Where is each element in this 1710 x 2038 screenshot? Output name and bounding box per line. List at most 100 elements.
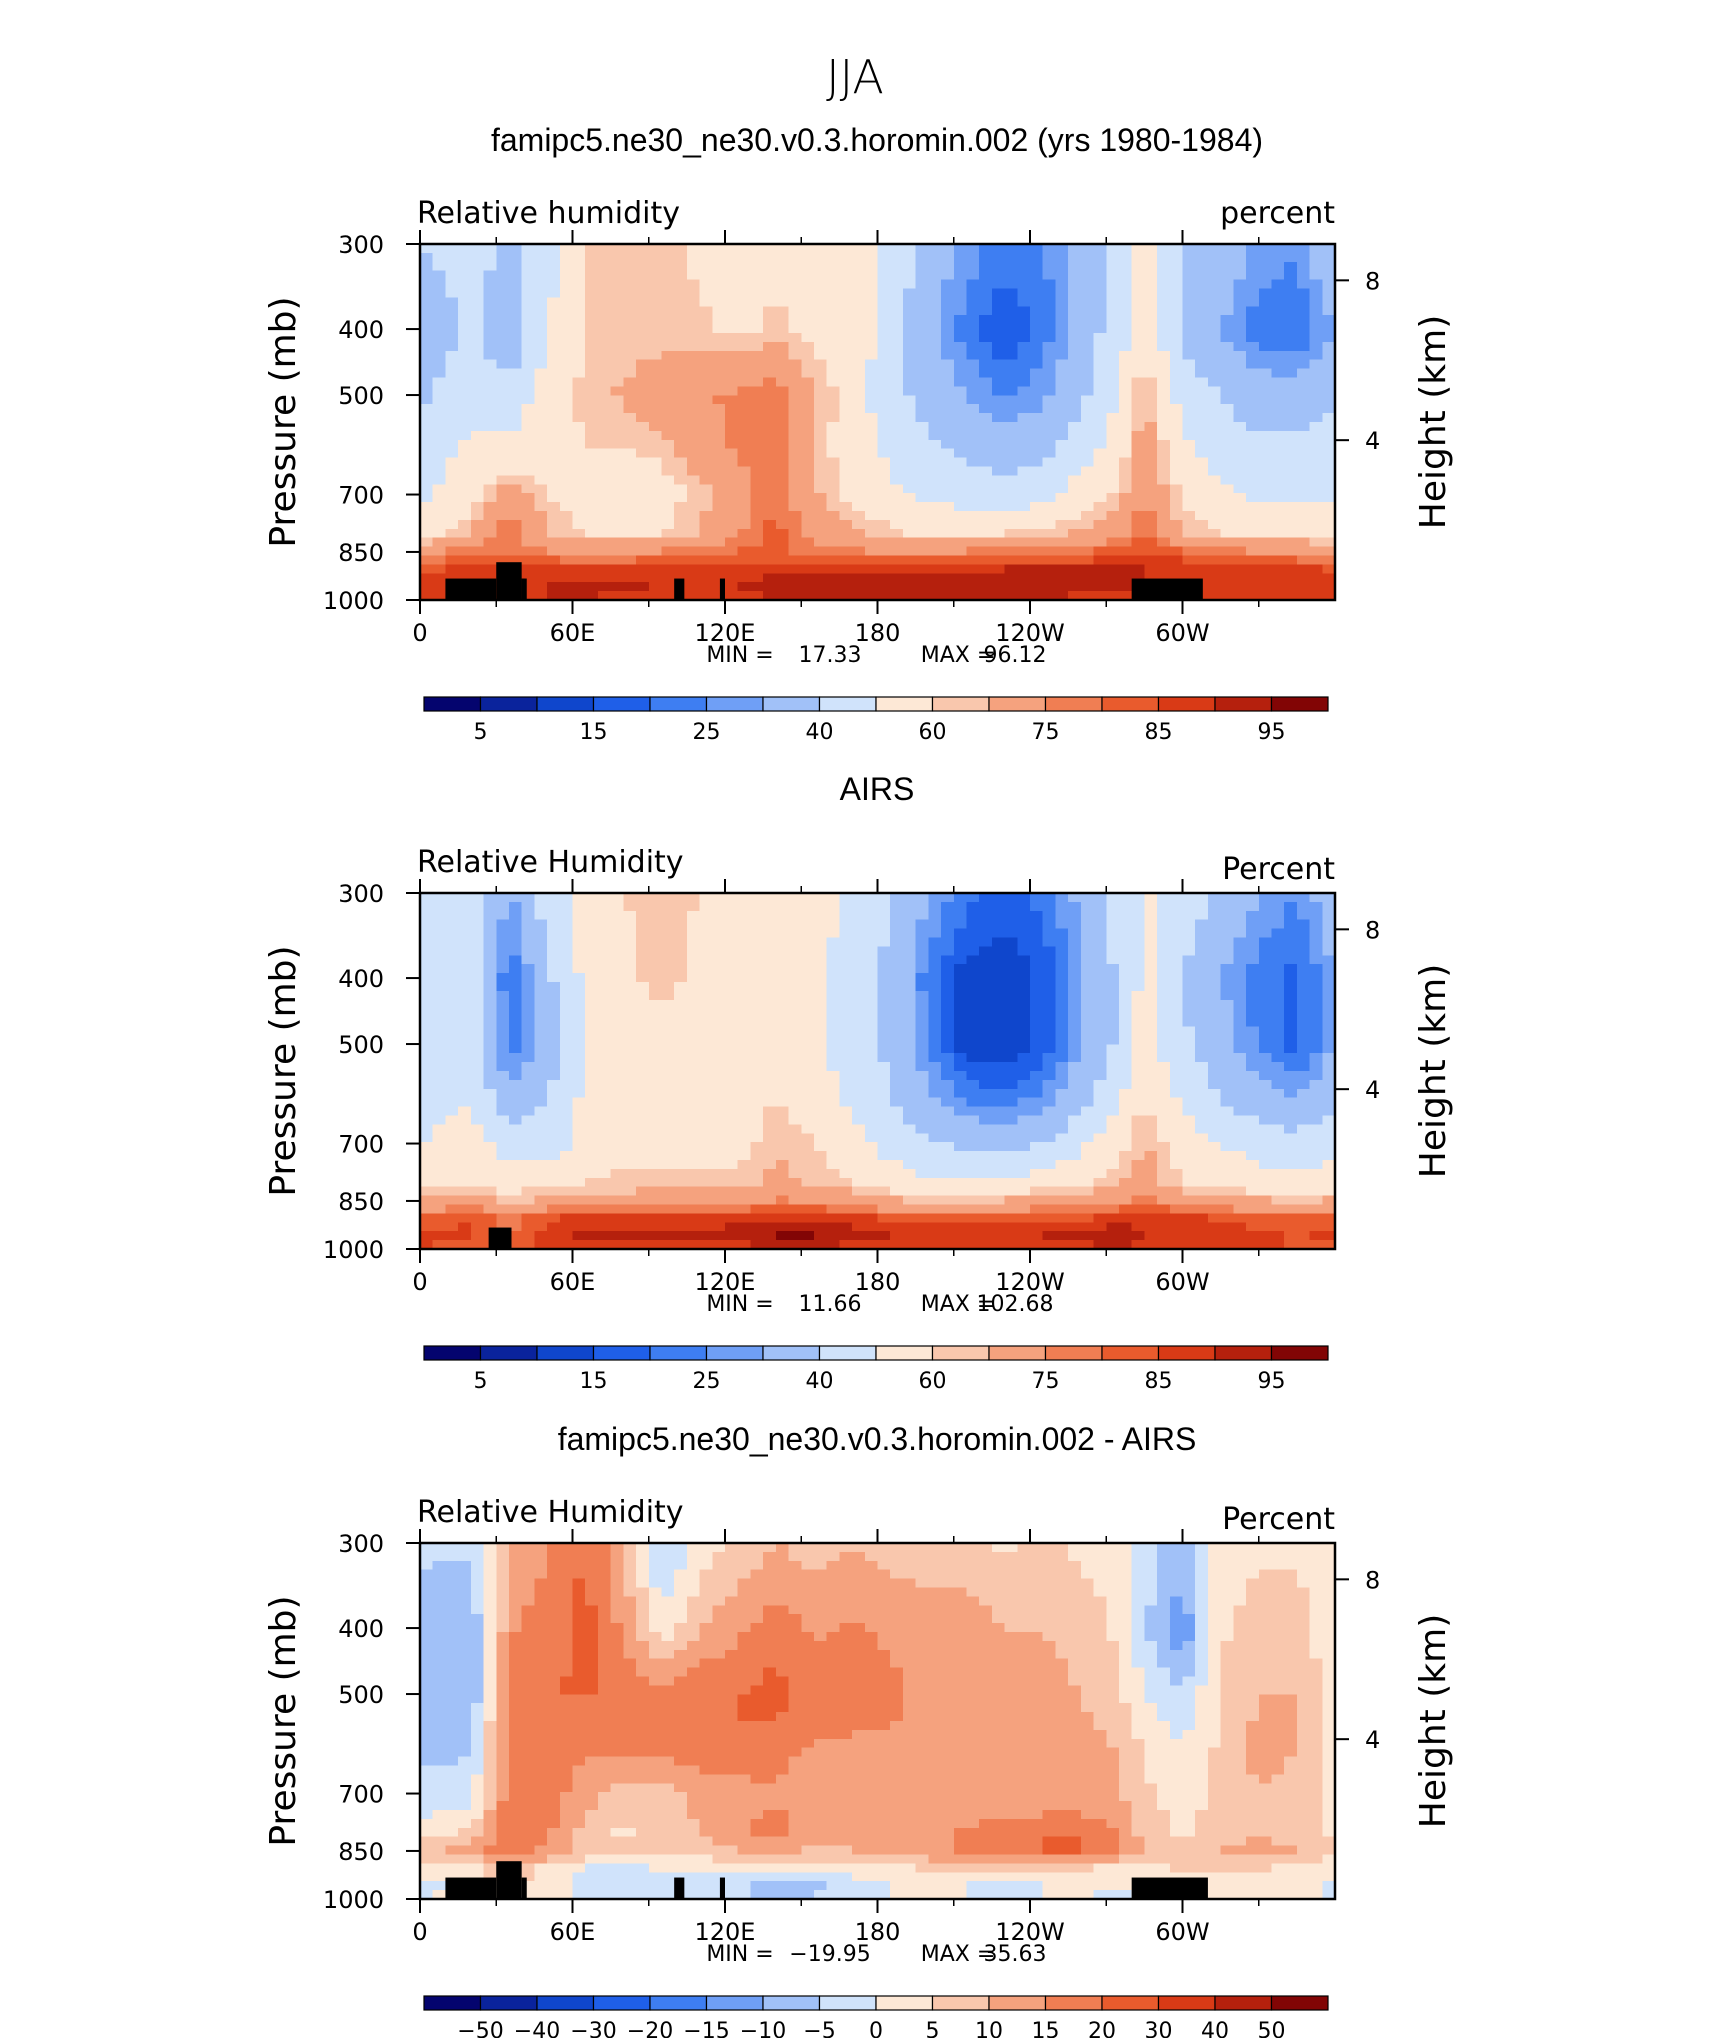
contour-cell — [864, 893, 879, 903]
contour-cell — [1157, 1133, 1171, 1143]
contour-cell — [648, 279, 663, 290]
contour-cell — [1093, 964, 1107, 974]
contour-cell — [928, 1106, 942, 1117]
contour-cell — [1271, 1106, 1285, 1117]
contour-cell — [1246, 270, 1260, 281]
x-tick-label: 180 — [855, 619, 901, 647]
contour-cell — [470, 901, 485, 912]
contour-cell — [1182, 386, 1196, 396]
contour-cell — [915, 359, 929, 370]
contour-cell — [890, 919, 904, 930]
contour-cell — [534, 430, 548, 441]
contour-cell — [432, 270, 447, 281]
contour-cell — [890, 1079, 904, 1090]
contour-cell — [737, 973, 752, 983]
contour-cell — [1271, 555, 1285, 565]
contour-cell — [1030, 1053, 1044, 1063]
contour-cell — [1131, 368, 1145, 379]
contour-cell — [1322, 297, 1336, 307]
contour-cell — [648, 964, 663, 974]
contour-cell — [801, 537, 815, 548]
contour-cell — [737, 919, 752, 930]
contour-cell — [991, 395, 1006, 405]
contour-cell — [1207, 973, 1222, 983]
contour-cell — [750, 324, 764, 334]
contour-cell — [572, 964, 586, 974]
contour-cell — [1169, 484, 1184, 494]
contour-cell — [597, 457, 612, 468]
contour-cell — [1144, 928, 1158, 939]
contour-cell — [877, 1035, 891, 1045]
contour-cell — [559, 359, 574, 370]
contour-cell — [547, 386, 561, 396]
contour-cell — [1246, 395, 1260, 405]
contour-cell — [496, 1062, 510, 1072]
contour-cell — [1309, 324, 1323, 334]
contour-cell — [953, 519, 968, 530]
contour-cell — [699, 413, 713, 423]
contour-cell — [788, 386, 802, 396]
contour-cell — [864, 404, 879, 414]
contour-cell — [1195, 555, 1209, 565]
contour-cell — [1233, 964, 1247, 974]
contour-cell — [1055, 333, 1069, 343]
contour-cell — [915, 493, 929, 503]
contour-cell — [1233, 910, 1247, 921]
contour-cell — [559, 1035, 574, 1045]
contour-cell — [1246, 928, 1260, 939]
contour-cell — [1182, 270, 1196, 281]
contour-cell — [636, 252, 650, 263]
contour-cell — [852, 582, 866, 592]
contour-cell — [1068, 919, 1082, 930]
contour-cell — [597, 359, 612, 370]
contour-cell — [420, 324, 434, 334]
contour-cell — [432, 564, 447, 574]
contour-cell — [788, 261, 802, 272]
contour-cell — [508, 333, 523, 343]
contour-cell — [1055, 1071, 1069, 1081]
contour-cell — [864, 919, 879, 930]
contour-cell — [725, 333, 739, 343]
contour-cell — [585, 1062, 599, 1072]
contour-cell — [890, 395, 904, 405]
contour-cell — [712, 368, 726, 379]
contour-cell — [496, 893, 510, 903]
contour-cell — [432, 591, 447, 601]
contour-cell — [915, 1106, 929, 1117]
contour-cell — [953, 333, 968, 343]
colorbar-label: 40 — [806, 720, 834, 745]
contour-cell — [1106, 546, 1120, 557]
contour-cell — [445, 270, 459, 281]
colorbar-swatch — [1270, 696, 1329, 712]
contour-cell — [979, 973, 993, 983]
contour-cell — [928, 493, 942, 503]
contour-cell — [1042, 901, 1057, 912]
contour-cell — [432, 973, 447, 983]
contour-cell — [775, 528, 790, 539]
contour-cell — [1322, 573, 1336, 583]
contour-cell — [915, 244, 929, 254]
contour-cell — [1017, 386, 1031, 396]
contour-cell — [597, 288, 612, 298]
contour-cell — [1068, 910, 1082, 921]
contour-cell — [1017, 1044, 1031, 1054]
colorbar-swatch — [875, 696, 934, 712]
contour-cell — [1258, 466, 1273, 476]
contour-cell — [750, 439, 764, 450]
contour-cell — [1068, 359, 1082, 370]
contour-cell — [852, 1124, 866, 1134]
contour-cell — [636, 1053, 650, 1063]
contour-cell — [1030, 537, 1044, 548]
contour-cell — [610, 546, 624, 557]
contour-cell — [1322, 270, 1336, 281]
contour-cell — [1042, 1106, 1057, 1117]
contour-cell — [725, 1106, 739, 1117]
contour-cell — [1030, 502, 1044, 512]
contour-cell — [1207, 564, 1222, 574]
contour-cell — [648, 1062, 663, 1072]
contour-cell — [928, 252, 942, 263]
contour-cell — [852, 324, 866, 334]
contour-cell — [508, 546, 523, 557]
contour-cell — [1169, 964, 1184, 974]
contour-cell — [661, 955, 675, 965]
